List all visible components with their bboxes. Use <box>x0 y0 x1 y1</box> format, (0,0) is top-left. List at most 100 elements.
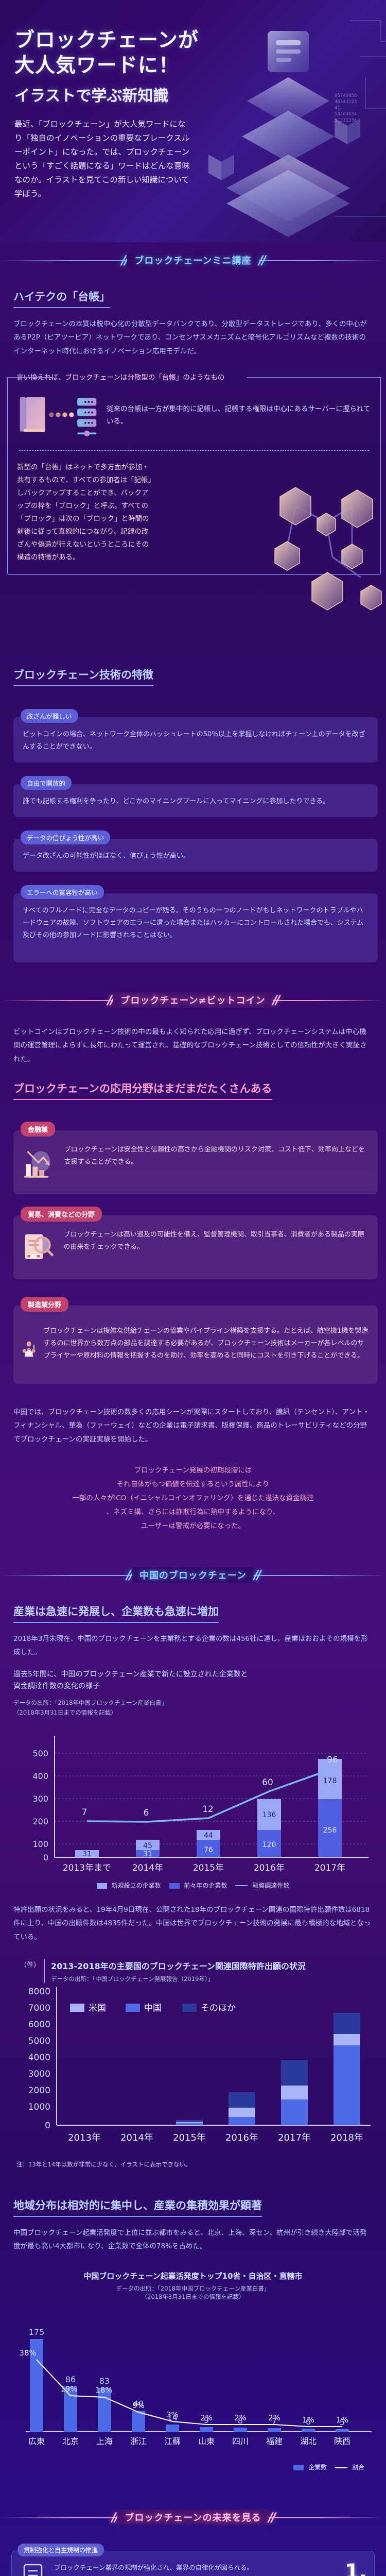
hero-subtitle: イラストで学ぶ新知識 <box>14 87 169 105</box>
feature-text: ビットコインの場合、ネットワーク全体のハッシュレートの50％以上を掌握しなければ… <box>13 717 378 762</box>
chart1-legend: 新規設立の企業数 前々年の企業数 融資調達件数 <box>3 1881 383 1890</box>
svg-text:60: 60 <box>262 1777 273 1788</box>
china-section: 産業は急速に発展し、企業数も急速に増加 2018年3月末現在、中国のブロックチェ… <box>0 1589 386 1717</box>
china-body-3: 中国ブロックチェーン起業活発度で上位に並ぶ都市をみると、北京、上海、深セン、杭州… <box>13 2228 367 2251</box>
ledger-callout-box: 従来の台帳は一方が集中的に記帳し、記帳する権限は中心にあるサーバーに握られている… <box>7 377 381 575</box>
legend-item-funding: 融資調達件数 <box>235 1881 289 1890</box>
chart2-unit: （件） <box>20 1961 40 1969</box>
chart1-title: 過去5年間に、中国のブロックチェーン産業で新たに設立された企業数と 資金調達件数… <box>13 1670 248 1691</box>
svg-text:2018年: 2018年 <box>330 2132 363 2143</box>
svg-text:2%: 2% <box>268 2413 280 2422</box>
svg-text:浙江: 浙江 <box>130 2436 147 2446</box>
svg-text:2%: 2% <box>200 2413 213 2422</box>
svg-text:96: 96 <box>327 1755 338 1765</box>
banner-label: ブロックチェーン≠ビットコイン <box>113 992 273 1008</box>
chart2-title: 2013-2018年の主要国のブロックチェーン関連国際特許出願の状況 <box>51 1961 306 1971</box>
application-tag: 製造業分野 <box>21 1296 69 1312</box>
svg-text:3000: 3000 <box>28 2069 50 2079</box>
old-ledger-row: 従来の台帳は一方が集中的に記帳し、記帳する権限は中心にあるサーバーに握られている… <box>17 391 371 440</box>
application-card-0: 金融業 ブロックチェーンは安全性と信頼性の高さから金融機関のリスク対策、コスト低… <box>13 1121 378 1194</box>
application-text: ブロックチェーンは安全性と信頼性の高さから金融機関のリスク対策、コスト低下、効率… <box>64 1145 365 1166</box>
svg-text:2017年: 2017年 <box>278 2132 311 2143</box>
application-text: ブロックチェーンは高い遡及の可能性を備え、監督管理機関、取引当事者、消費者がある… <box>63 1230 364 1251</box>
feature-text: すべてのフルノードに完全なデータのコピーが残る。そのうちの一つのノードがもしネッ… <box>13 893 378 963</box>
chart-patents: （件） 2013-2018年の主要国のブロックチェーン関連国際特許出願の状況 デ… <box>3 1959 383 2168</box>
svg-text:2013年まで: 2013年まで <box>63 1863 111 1873</box>
chart3-legend: 企業数 割合 <box>3 2463 383 2471</box>
svg-text:6: 6 <box>306 2417 311 2427</box>
svg-text:1%: 1% <box>302 2415 314 2425</box>
svg-text:41: 41 <box>335 106 340 111</box>
svg-text:5000: 5000 <box>28 2036 50 2046</box>
future-card: ブロックチェーン業界の規制が強化され、業界の自律化が図られる。 1. <box>11 2551 375 2576</box>
svg-text:86: 86 <box>65 2375 76 2384</box>
feature-tag: エラーへの寛容性が高い <box>21 885 104 899</box>
worker-factory-icon <box>22 1341 36 1357</box>
ledger-divider <box>19 450 369 451</box>
svg-text:上海: 上海 <box>96 2436 113 2446</box>
application-tag: 金融業 <box>21 1121 56 1137</box>
application-text: ブロックチェーンは複雑な供給チェーンの協業やパイプライン構築を支援する。たとえば… <box>43 1327 369 1360</box>
china-heading-1: 産業は急速に発展し、企業数も急速に増加 <box>13 1603 219 1623</box>
svg-text:2%: 2% <box>234 2413 247 2422</box>
svg-text:83: 83 <box>99 2376 110 2386</box>
chart2-svg: 8000 7000 6000 5000 4000 3000 2000 1000 0 米国 中… <box>28 1987 371 2143</box>
hero-title-line2: 大人気ワードに！ <box>14 54 180 77</box>
slash-left-icon: // <box>107 993 115 1008</box>
application-card-1: 貿易、消費などの分野 ブロックチェーンは高い遡及の可能性を備え、監督管理機関、取… <box>13 1206 378 1279</box>
feature-tag: 自由で開放的 <box>21 775 72 790</box>
book-server-icon <box>20 397 97 436</box>
banner-future: // ブロックチェーンの未来を見る // <box>0 2503 386 2531</box>
svg-text:19%: 19% <box>60 2384 77 2394</box>
svg-text:200: 200 <box>32 1817 48 1826</box>
svg-text:120: 120 <box>262 1841 276 1849</box>
legend-line <box>335 2467 348 2468</box>
svg-text:2015年: 2015年 <box>193 1863 224 1873</box>
china-body-1: 2018年3月末現在、中国のブロックチェーンを主業務とする企業の数は456社に達… <box>13 1634 368 1657</box>
slash-left-icon: // <box>126 1567 133 1582</box>
svg-text:6: 6 <box>144 1808 149 1818</box>
svg-text:7: 7 <box>82 1807 87 1818</box>
svg-text:05749456: 05749456 <box>335 93 357 98</box>
chart3-title: 中国ブロックチェーン起業活発度トップ10省・自治区・直轄市 <box>83 2272 303 2281</box>
chart3-svg: 175 86 83 40 14 9 8 7 6 5 38% 19% 18% 9% 3% 2% 2% 2… <box>19 2327 372 2446</box>
slash-right-icon: // <box>258 253 266 267</box>
slash-right-icon: // <box>272 993 280 1008</box>
banner-label: ブロックチェーンの未来を見る <box>117 2510 269 2526</box>
application-body: ブロックチェーンは高い遡及の可能性を備え、監督管理機関、取引当事者、消費者がある… <box>13 1215 378 1279</box>
svg-text:6000: 6000 <box>28 2020 50 2030</box>
svg-text:広東: 広東 <box>28 2436 45 2446</box>
document-magnifier-icon <box>25 1234 54 1259</box>
svg-text:2014年: 2014年 <box>132 1863 163 1873</box>
chart1-source: データの出所：「2018年中国ブロックチェーン産業白書」 （2018年3月31日… <box>13 1699 167 1716</box>
svg-text:2016年: 2016年 <box>225 2132 258 2143</box>
svg-text:500: 500 <box>32 1749 48 1758</box>
chart-new-companies: 500 400 300 200 100 0 31 31 45 76 44 120 136 <box>3 1722 383 1890</box>
svg-text:山東: 山東 <box>198 2436 215 2446</box>
legend-swatch <box>293 2465 304 2471</box>
svg-text:54464634: 54464634 <box>335 112 357 117</box>
svg-text:40: 40 <box>133 2399 144 2409</box>
hero-title-line1: ブロックチェーンが <box>14 29 199 52</box>
ledger-heading: ハイテクの「台帳」 <box>13 289 111 308</box>
svg-text:0: 0 <box>45 2121 50 2131</box>
ledger-body: ブロックチェーンの本質は脱中心化の分散型データバンクであり、分散型データストレー… <box>13 320 367 355</box>
feature-card-3: エラーへの寛容性が高い すべてのフルノードに完全なデータのコピーが残る。そのうち… <box>13 885 378 963</box>
ico-warning-text: ブロックチェーン発展の初期段階には それ自体がもつ価値を伝達するという属性により… <box>72 1466 314 1530</box>
legend-label: 前々年の企業数 <box>184 1882 227 1889</box>
svg-text:8: 8 <box>238 2416 243 2426</box>
svg-text:100: 100 <box>32 1839 48 1849</box>
svg-text:7: 7 <box>272 2416 277 2426</box>
china-note-section: 中国では、ブロックチェーン技術の数多くの応用シーンが実際にスタートしており、騰訊… <box>0 1405 386 1533</box>
bar-chart-decline-icon <box>24 1150 50 1178</box>
hexagon-network-icon <box>274 487 382 611</box>
legend-label: 融資調達件数 <box>252 1882 290 1889</box>
future-tag: 規制強化と自主規制の推進 <box>17 2544 104 2557</box>
svg-text:76: 76 <box>204 1846 213 1854</box>
future-text: ブロックチェーン業界の規制が強化され、業界の自律化が図られる。 <box>54 2564 254 2572</box>
feature-card-1: 自由で開放的 誰でも記帳する権利を争ったり、どこかのマイニングプールに入ってマイ… <box>13 775 378 817</box>
ledger-callout: 言い換えれば、ブロックチェーンは分散型の「台帳」のようなもの <box>7 371 382 611</box>
svg-text:31: 31 <box>82 1850 92 1858</box>
